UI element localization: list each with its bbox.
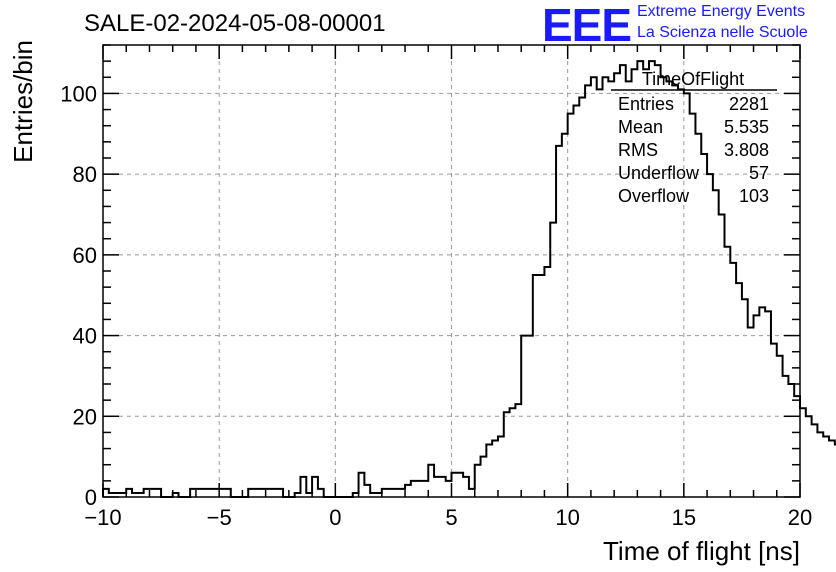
axis-ticks [102, 44, 801, 498]
chart-title: SALE-02-2024-05-08-00001 [84, 10, 386, 37]
axis-tick-labels: −10 −5 0 5 10 15 20 0 20 40 60 80 100 [60, 81, 812, 530]
x-tick-label: 20 [788, 505, 812, 530]
stats-row-label: Entries [618, 94, 674, 114]
x-tick-label: −10 [84, 505, 121, 530]
y-tick-label: 60 [73, 243, 97, 268]
y-tick-label: 20 [73, 404, 97, 429]
y-tick-label: 0 [85, 485, 97, 510]
stats-row-label: Mean [618, 117, 663, 137]
stats-box: TimeOfFlight Entries 2281 Mean 5.535 RMS 3.80… [611, 69, 777, 206]
stats-row-label: RMS [618, 140, 658, 160]
stats-row-value: 103 [739, 186, 769, 206]
eee-logo: EEE [542, 0, 632, 51]
y-tick-label: 100 [60, 81, 97, 106]
y-axis-label: Entries/bin [8, 40, 38, 163]
x-tick-label: 5 [445, 505, 457, 530]
x-tick-label: 0 [329, 505, 341, 530]
x-tick-label: 10 [555, 505, 579, 530]
stats-row-value: 57 [749, 163, 769, 183]
org-name-line1: Extreme Energy Events [637, 3, 806, 20]
histogram-series-line [102, 60, 836, 498]
y-tick-label: 40 [73, 324, 97, 349]
stats-row-value: 5.535 [724, 117, 769, 137]
org-name-line2: La Scienza nelle Scuole [637, 24, 808, 41]
stats-box-title: TimeOfFlight [642, 69, 744, 89]
x-tick-label: −5 [207, 505, 232, 530]
stats-box-rows: Entries 2281 Mean 5.535 RMS 3.808 Underflow 57 O… [618, 94, 769, 206]
stats-row-label: Underflow [618, 163, 700, 183]
x-tick-label: 15 [672, 505, 696, 530]
stats-row-value: 3.808 [724, 140, 769, 160]
x-axis-label: Time of flight [ns] [603, 536, 800, 566]
stats-row-value: 2281 [729, 94, 769, 114]
stats-row-label: Overflow [618, 186, 690, 206]
y-tick-label: 80 [73, 162, 97, 187]
